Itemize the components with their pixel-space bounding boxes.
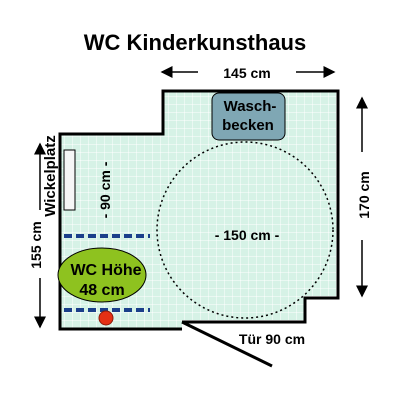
right-height-dimension: 170 cm (356, 171, 372, 218)
turning-circle (156, 141, 334, 319)
page-title: WC Kinderkunsthaus (84, 30, 306, 55)
toilet (57, 247, 147, 303)
top-width-dimension: 145 cm (223, 65, 270, 81)
flush-button (98, 310, 114, 326)
sink-label-line2: becken (222, 117, 274, 134)
left-height-dimension: 155 cm (28, 221, 44, 268)
toilet-label-line2: 48 cm (79, 282, 124, 299)
turning-circle-dimension: - 150 cm - (215, 227, 280, 243)
changing-table-label: Wickelplatz (42, 135, 59, 217)
toilet-label-line1: WC Höhe (70, 262, 141, 279)
side-space-dimension: - 90 cm - (97, 161, 113, 218)
door-dimension: Tür 90 cm (239, 331, 305, 347)
room-walls (58, 89, 340, 331)
sink-label-line1: Wasch- (224, 98, 277, 115)
changing-table (63, 149, 76, 211)
sink (211, 92, 286, 141)
door-leaf (181, 320, 273, 368)
